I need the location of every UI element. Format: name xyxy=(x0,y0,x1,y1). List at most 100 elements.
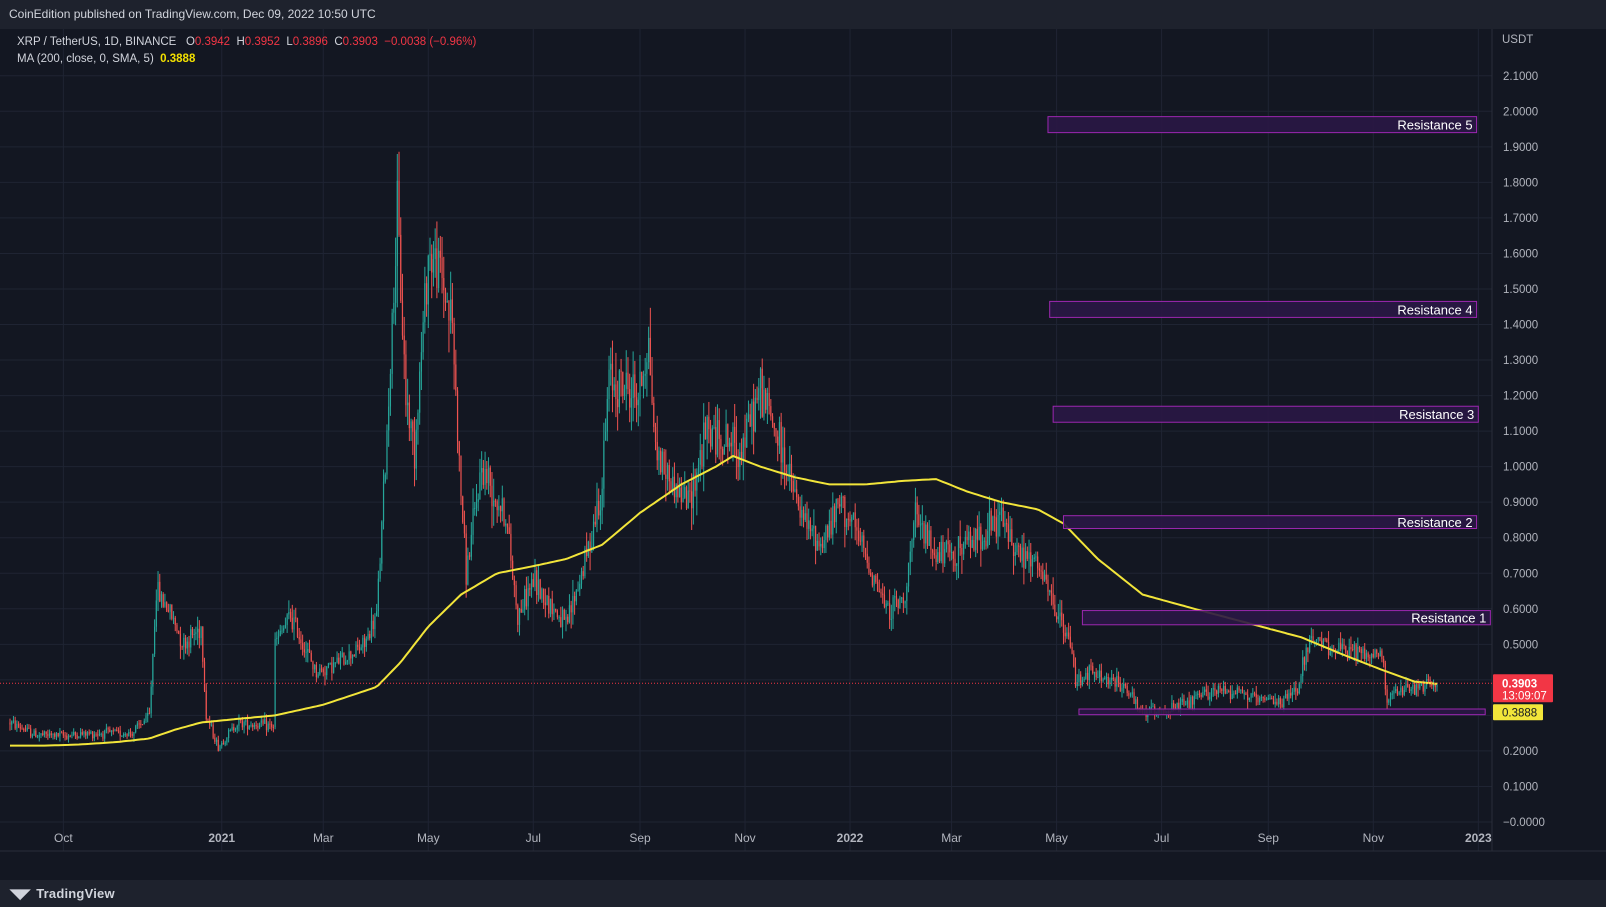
candle-body xyxy=(491,485,493,507)
candle-body xyxy=(1420,683,1423,685)
candle-body xyxy=(978,526,980,540)
candle-body xyxy=(289,611,292,618)
candle-body xyxy=(279,630,281,636)
candle-body xyxy=(1400,687,1402,693)
candle-body xyxy=(312,661,314,670)
candle-body xyxy=(876,581,879,592)
candle-body xyxy=(1016,545,1018,553)
candle-body xyxy=(169,604,171,612)
candle-body xyxy=(401,300,404,336)
candle-body xyxy=(913,522,915,540)
tradingview-logo[interactable]: ◥◤ TradingView xyxy=(10,886,115,902)
candle-body xyxy=(1407,683,1409,687)
candle-body xyxy=(57,732,59,737)
candle-body xyxy=(1238,687,1240,691)
candle-body xyxy=(765,389,767,410)
candle-body xyxy=(425,283,428,305)
candle-body xyxy=(1427,679,1429,681)
y-tick-label: 0.5000 xyxy=(1503,639,1538,651)
candle-body xyxy=(988,510,991,532)
candle-body xyxy=(489,467,491,486)
candle-body xyxy=(756,397,758,401)
candle-body xyxy=(181,646,183,648)
candle-body xyxy=(1419,683,1421,689)
candle-body xyxy=(1012,545,1015,557)
candle-body xyxy=(737,456,739,468)
candle-body xyxy=(971,539,973,548)
candle-body xyxy=(1068,632,1070,637)
candle-body xyxy=(1395,689,1397,692)
y-tick-label: 0.1000 xyxy=(1503,781,1538,793)
candle-body xyxy=(453,323,455,365)
candle-body xyxy=(1197,693,1199,695)
candle-body xyxy=(1059,612,1061,617)
candle-body xyxy=(1081,680,1084,686)
candle-body xyxy=(1038,568,1040,571)
candle-body xyxy=(1057,616,1059,620)
grid xyxy=(0,29,1492,851)
candle-body xyxy=(1403,690,1405,695)
candle-body xyxy=(1028,552,1030,559)
candle-body xyxy=(1078,674,1080,683)
candle-body xyxy=(42,733,44,736)
candle-body xyxy=(1374,650,1376,658)
candle-body xyxy=(85,731,87,736)
candle-body xyxy=(840,496,843,507)
candle-body xyxy=(577,589,579,591)
candle-body xyxy=(1353,644,1355,650)
candle-body xyxy=(990,510,992,531)
ma-legend-label: MA (200, close, 0, SMA, 5) xyxy=(17,53,154,65)
time-axis[interactable]: Oct 2021 Mar May Jul Sep Nov 2022 Mar May Jul Sep No… xyxy=(54,831,1492,845)
candle-body xyxy=(1362,648,1364,654)
y-tick-label: 2.1000 xyxy=(1503,71,1538,83)
zone-box xyxy=(1081,610,1491,626)
candle-body xyxy=(267,723,269,731)
candle-body xyxy=(210,724,213,726)
candle-body xyxy=(1252,693,1254,695)
bar-countdown: 13:09:07 xyxy=(1502,690,1547,702)
candle-body xyxy=(730,442,732,447)
candle-body xyxy=(1128,693,1130,696)
price-chart[interactable]: Resistance 5 Resistance 4 Resistance 3 Resi… xyxy=(0,29,1606,880)
candle-body xyxy=(493,500,495,507)
candle-body xyxy=(963,543,965,555)
candle-body xyxy=(1004,523,1006,527)
candle-body xyxy=(505,523,507,526)
candle-body xyxy=(751,401,753,427)
candle-body xyxy=(100,733,102,735)
candle-body xyxy=(711,427,713,447)
candle-body xyxy=(1042,571,1044,581)
candle-body xyxy=(150,686,152,714)
candle-body xyxy=(940,541,942,562)
candle-body xyxy=(231,727,233,730)
candle-body xyxy=(152,653,154,687)
candle-body xyxy=(1381,650,1383,659)
candle-body xyxy=(214,737,216,742)
candle-body xyxy=(305,651,307,653)
candle-body xyxy=(527,588,529,607)
open-label: O xyxy=(185,36,195,48)
candle-body xyxy=(503,498,505,526)
candle-body xyxy=(1260,696,1263,698)
candle-body xyxy=(200,627,202,639)
candle-body xyxy=(1011,529,1013,546)
candle-body xyxy=(718,420,720,439)
candle-body xyxy=(1417,681,1419,689)
candle-body xyxy=(379,563,381,579)
candle-body xyxy=(870,572,872,576)
candle-body xyxy=(933,552,935,556)
ma-legend-row[interactable]: MA (200, close, 0, SMA, 5) 0.3888 xyxy=(17,51,476,68)
candle-body xyxy=(868,562,870,573)
candle-body xyxy=(303,649,305,653)
candle-body xyxy=(579,583,581,590)
candle-body xyxy=(1219,685,1221,690)
candle-body xyxy=(1083,678,1085,681)
candle-body xyxy=(1035,556,1037,558)
candle-body xyxy=(623,388,626,397)
candle-body xyxy=(827,525,829,538)
candle-body xyxy=(1310,636,1312,639)
candle-body xyxy=(331,662,333,673)
candle-body xyxy=(529,588,531,590)
symbol-legend-row[interactable]: XRP / TetherUS, 1D, BINANCE O0.3942 H0.3… xyxy=(17,34,476,51)
candle-body xyxy=(1002,507,1004,527)
